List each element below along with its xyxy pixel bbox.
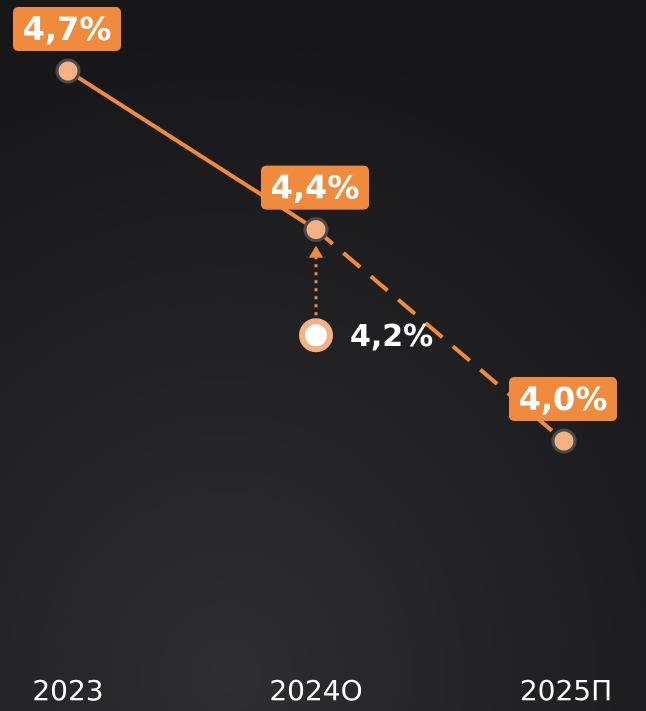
value-label: 4,4% xyxy=(271,169,360,207)
value-label: 4,0% xyxy=(519,380,608,418)
value-label-box xyxy=(261,165,369,210)
x-tick-label: 2024О xyxy=(269,674,362,707)
value-label-box xyxy=(13,7,121,51)
x-tick-label: 2023 xyxy=(32,674,103,707)
value-label-box xyxy=(509,377,617,421)
value-label: 4,7% xyxy=(23,10,112,48)
prior-label: 4,2% xyxy=(350,319,433,354)
point xyxy=(303,217,329,243)
point xyxy=(551,428,577,454)
point xyxy=(55,58,81,84)
x-tick-label: 2025П xyxy=(520,674,612,707)
prior-point xyxy=(299,318,333,353)
arrow-head xyxy=(309,245,323,258)
